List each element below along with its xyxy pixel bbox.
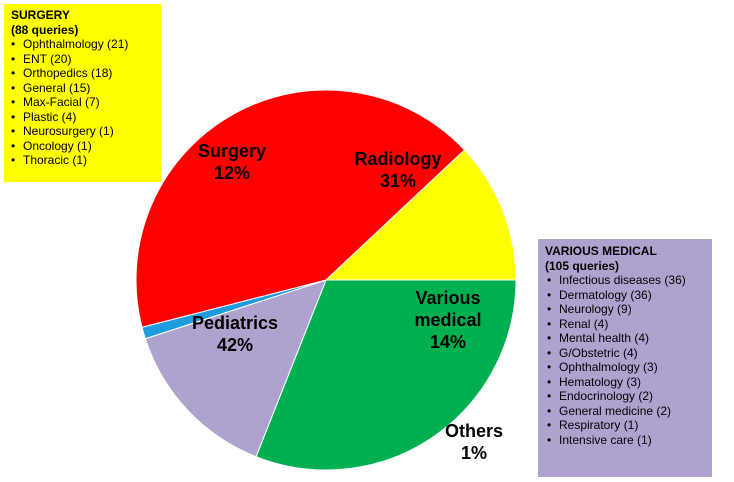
slice-label-line: Various	[415, 288, 480, 308]
pie-slice	[255, 279, 517, 471]
slice-label-line: Surgery	[198, 141, 266, 161]
pie-slice	[135, 89, 466, 328]
surgery-list-item: Ophthalmology (21)	[11, 37, 161, 52]
slice-label: Radiology 31%	[354, 149, 441, 191]
surgery-list-item: General (15)	[11, 81, 161, 96]
medical-list-item: Intensive care (1)	[545, 433, 712, 448]
medical-list-item: Dermatology (36)	[545, 288, 712, 303]
medical-list-item: Endocrinology (2)	[545, 389, 712, 404]
medical-list-item: G/Obstetric (4)	[545, 346, 712, 361]
slice-label-line: 31%	[380, 171, 416, 191]
slice-label-line: Others	[445, 421, 503, 441]
medical-list-item: Hematology (3)	[545, 375, 712, 390]
surgery-list-item: Oncology (1)	[11, 139, 161, 154]
medical-list-item: Respiratory (1)	[545, 418, 712, 433]
medical-list-item: Infectious diseases (36)	[545, 273, 712, 288]
medical-list: Infectious diseases (36)Dermatology (36)…	[545, 273, 712, 447]
surgery-breakdown-box: SURGERY (88 queries) Ophthalmology (21)E…	[4, 4, 161, 182]
surgery-list-item: Orthopedics (18)	[11, 66, 161, 81]
surgery-box-title: SURGERY	[11, 8, 70, 22]
medical-list-item: Renal (4)	[545, 317, 712, 332]
slice-label-line: medical	[414, 310, 481, 330]
surgery-list-item: Thoracic (1)	[11, 153, 161, 168]
medical-box-title: VARIOUS MEDICAL	[545, 244, 657, 258]
medical-box-subtitle: (105 queries)	[545, 258, 620, 273]
surgery-list-item: Plastic (4)	[11, 110, 161, 125]
slice-label-line: 14%	[430, 332, 466, 352]
slice-label-line: 1%	[461, 443, 487, 463]
slice-label-line: 12%	[214, 163, 250, 183]
medical-list-item: General medicine (2)	[545, 404, 712, 419]
various-medical-breakdown-box: VARIOUS MEDICAL (105 queries) Infectious…	[538, 239, 712, 477]
slice-label-line: 42%	[217, 335, 253, 355]
surgery-list: Ophthalmology (21)ENT (20)Orthopedics (1…	[11, 37, 161, 168]
medical-list-item: Neurology (9)	[545, 302, 712, 317]
surgery-list-item: Max-Facial (7)	[11, 95, 161, 110]
slice-label: Pediatrics 42%	[192, 313, 278, 355]
slice-label: Surgery 12%	[198, 141, 266, 183]
surgery-box-subtitle: (88 queries)	[11, 22, 79, 37]
medical-list-item: Ophthalmology (3)	[545, 360, 712, 375]
slice-label-line: Radiology	[354, 149, 441, 169]
medical-list-item: Mental health (4)	[545, 331, 712, 346]
surgery-list-item: Neurosurgery (1)	[11, 124, 161, 139]
pie-slice	[324, 149, 517, 281]
slice-label: Others 1%	[445, 421, 503, 463]
slice-label-line: Pediatrics	[192, 313, 278, 333]
surgery-list-item: ENT (20)	[11, 52, 161, 67]
slice-label: Various medical 14%	[414, 288, 481, 352]
